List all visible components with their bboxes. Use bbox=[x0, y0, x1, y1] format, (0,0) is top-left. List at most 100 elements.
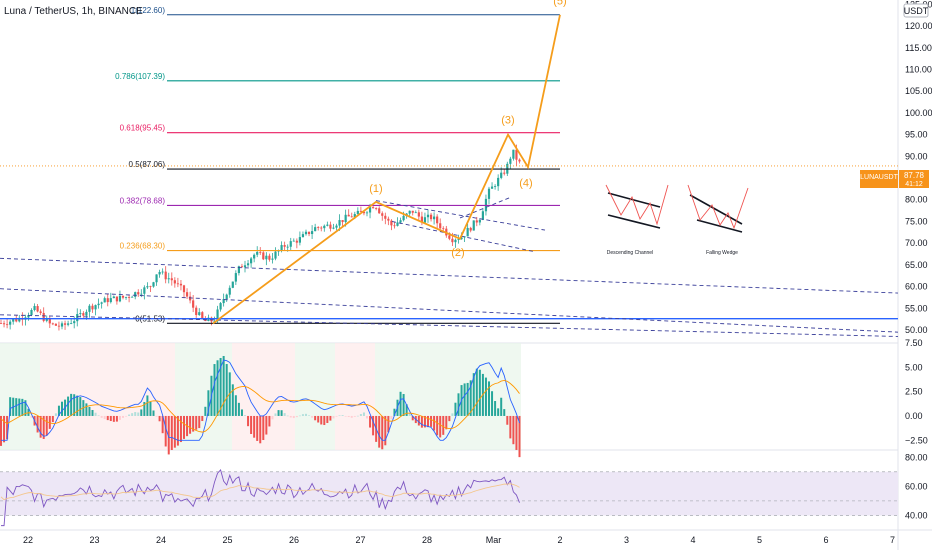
rsi-line bbox=[1, 469, 520, 527]
macd-bar bbox=[85, 403, 88, 416]
candle bbox=[137, 292, 140, 295]
macd-bar bbox=[253, 415, 256, 438]
candle bbox=[243, 265, 247, 268]
macd-bar bbox=[48, 415, 51, 429]
candle bbox=[51, 323, 54, 325]
candle bbox=[396, 222, 399, 226]
macd-bar bbox=[115, 415, 118, 422]
macd-bar bbox=[478, 369, 481, 416]
macd-bar bbox=[240, 409, 243, 416]
price-tick: 65.00 bbox=[905, 260, 928, 270]
macd-bar bbox=[326, 415, 329, 424]
candle bbox=[222, 299, 225, 304]
fib-label: 0.236(68.30) bbox=[120, 242, 166, 251]
wave-label: (1) bbox=[369, 183, 382, 195]
macd-shade bbox=[335, 343, 375, 450]
macd-bar bbox=[131, 413, 134, 416]
candle bbox=[323, 225, 326, 229]
candle bbox=[372, 207, 375, 209]
macd-bar bbox=[439, 415, 442, 438]
elliott-wave bbox=[212, 14, 561, 325]
candle bbox=[79, 313, 82, 315]
macd-bar bbox=[247, 415, 250, 427]
macd-shade bbox=[375, 343, 470, 450]
currency-label[interactable]: USDT bbox=[903, 3, 929, 18]
candle bbox=[347, 214, 350, 217]
macd-bar bbox=[204, 406, 207, 416]
candle bbox=[167, 278, 170, 280]
macd-shade bbox=[295, 343, 335, 450]
macd-bar bbox=[250, 415, 253, 435]
candle bbox=[494, 186, 497, 187]
symbol-title[interactable]: Luna / TetherUS, 1h, BINANCE bbox=[4, 6, 143, 17]
macd-tick: 2.50 bbox=[905, 387, 923, 397]
macd-bar bbox=[466, 382, 469, 416]
macd-bar bbox=[366, 415, 368, 419]
macd-bar bbox=[402, 394, 405, 416]
macd-bar bbox=[292, 415, 295, 419]
macd-bar bbox=[378, 415, 381, 448]
candle bbox=[469, 227, 472, 231]
macd-bar bbox=[509, 415, 512, 439]
candle bbox=[393, 225, 396, 227]
macd-bar bbox=[79, 397, 82, 416]
candle bbox=[274, 251, 277, 259]
macd-bar bbox=[259, 415, 262, 444]
candle bbox=[36, 306, 39, 312]
candle bbox=[91, 305, 94, 310]
macd-bar bbox=[427, 415, 429, 428]
candle bbox=[73, 321, 76, 324]
candle bbox=[250, 258, 253, 264]
candle bbox=[45, 318, 48, 321]
candle bbox=[399, 220, 402, 223]
x-tick: 3 bbox=[624, 535, 629, 545]
macd-bar bbox=[234, 395, 237, 416]
candle bbox=[426, 214, 430, 218]
candle bbox=[164, 271, 167, 280]
macd-bar bbox=[201, 415, 204, 422]
candle bbox=[182, 285, 186, 293]
macd-bar bbox=[244, 415, 246, 416]
x-tick: 4 bbox=[690, 535, 695, 545]
candle bbox=[146, 286, 149, 288]
price-tag-symbol: LUNAUSDT bbox=[860, 174, 898, 181]
macd-bar bbox=[170, 415, 173, 451]
macd-bar bbox=[344, 415, 347, 417]
candle bbox=[70, 323, 73, 324]
trend-line bbox=[459, 197, 511, 219]
macd-bar bbox=[231, 384, 234, 416]
caption-descending-channel: Descending Channel bbox=[607, 250, 653, 256]
channel-zigzag bbox=[605, 184, 669, 226]
wave-label: (3) bbox=[501, 115, 514, 127]
macd-bar bbox=[198, 415, 201, 429]
wedge-top bbox=[689, 194, 743, 225]
rsi-tick: 40.00 bbox=[905, 510, 928, 520]
candle bbox=[149, 286, 152, 287]
candle bbox=[271, 258, 274, 260]
macd-bar bbox=[387, 415, 390, 433]
macd-tick: 5.00 bbox=[905, 362, 923, 372]
macd-bar bbox=[280, 410, 283, 416]
macd-bar bbox=[329, 415, 332, 421]
price-tick: 90.00 bbox=[905, 151, 928, 161]
macd-bar bbox=[369, 415, 372, 428]
macd-bar bbox=[359, 414, 362, 416]
macd-bar bbox=[149, 401, 152, 416]
candle bbox=[0, 323, 3, 325]
price-tag: LUNAUSDT 87.78 41:12 bbox=[860, 170, 929, 188]
x-tick: 5 bbox=[757, 535, 762, 545]
candle bbox=[228, 287, 231, 295]
candle bbox=[216, 309, 219, 322]
candle bbox=[131, 296, 134, 298]
macd-bar bbox=[6, 415, 9, 440]
candle bbox=[475, 220, 478, 223]
x-tick: 2 bbox=[557, 535, 562, 545]
macd-bar bbox=[384, 415, 387, 446]
candle bbox=[384, 215, 387, 219]
macd-bar bbox=[445, 415, 448, 430]
macd-bar bbox=[463, 383, 466, 416]
x-tick: 28 bbox=[422, 535, 432, 545]
x-tick: 22 bbox=[23, 535, 33, 545]
macd-bar bbox=[97, 415, 100, 417]
